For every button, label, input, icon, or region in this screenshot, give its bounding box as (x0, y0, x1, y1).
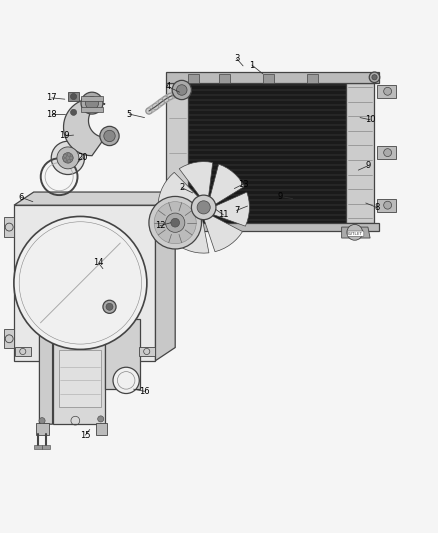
Text: 16: 16 (139, 387, 150, 396)
Circle shape (85, 96, 99, 110)
Polygon shape (39, 310, 53, 424)
Text: 5: 5 (127, 110, 132, 118)
Polygon shape (81, 107, 103, 112)
Polygon shape (377, 146, 396, 159)
Polygon shape (377, 85, 396, 98)
Polygon shape (53, 310, 105, 424)
Polygon shape (158, 172, 199, 204)
Circle shape (71, 93, 77, 100)
Circle shape (113, 367, 139, 393)
Circle shape (384, 201, 392, 209)
Polygon shape (188, 83, 346, 223)
Polygon shape (36, 423, 49, 435)
Polygon shape (4, 217, 14, 237)
Text: 4: 4 (166, 83, 171, 92)
Polygon shape (34, 445, 42, 449)
Text: 6: 6 (18, 193, 24, 202)
Text: 15: 15 (80, 431, 91, 440)
Text: 14: 14 (93, 259, 104, 268)
Polygon shape (166, 223, 379, 231)
Text: 9: 9 (365, 161, 371, 170)
Circle shape (191, 195, 216, 220)
Text: 10: 10 (365, 115, 375, 124)
Text: 9: 9 (278, 192, 283, 201)
Polygon shape (14, 205, 155, 361)
Circle shape (81, 92, 103, 114)
Polygon shape (15, 346, 31, 356)
Text: 20: 20 (77, 154, 88, 163)
Polygon shape (53, 302, 127, 336)
Circle shape (14, 216, 147, 350)
Circle shape (39, 418, 45, 424)
Circle shape (71, 109, 77, 115)
Circle shape (100, 126, 119, 146)
Polygon shape (155, 192, 175, 361)
Polygon shape (105, 319, 140, 389)
Text: 12: 12 (155, 221, 165, 230)
Circle shape (149, 197, 201, 249)
Circle shape (103, 300, 116, 313)
Polygon shape (166, 71, 379, 83)
Polygon shape (139, 346, 155, 356)
Text: 17: 17 (46, 93, 57, 102)
Circle shape (197, 201, 210, 214)
Polygon shape (346, 83, 374, 223)
Text: 13: 13 (238, 180, 248, 189)
Polygon shape (342, 227, 370, 238)
Circle shape (384, 149, 392, 157)
Circle shape (372, 75, 377, 80)
Polygon shape (96, 423, 107, 435)
Polygon shape (219, 74, 230, 83)
Circle shape (171, 219, 180, 227)
Circle shape (369, 72, 380, 83)
Circle shape (98, 416, 104, 422)
Text: 8: 8 (374, 203, 379, 212)
Polygon shape (307, 74, 318, 83)
Polygon shape (158, 205, 194, 240)
Circle shape (104, 130, 115, 142)
Text: 11: 11 (218, 211, 229, 219)
Text: 19: 19 (60, 132, 70, 141)
Polygon shape (68, 92, 79, 101)
Text: 1: 1 (249, 61, 254, 69)
Text: 3: 3 (234, 54, 239, 63)
Text: 7: 7 (234, 206, 239, 215)
Circle shape (177, 85, 187, 95)
Circle shape (106, 303, 113, 310)
Circle shape (57, 147, 79, 169)
Polygon shape (263, 74, 274, 83)
Circle shape (172, 80, 191, 100)
Polygon shape (210, 164, 244, 205)
Text: 2: 2 (179, 183, 184, 192)
Circle shape (63, 152, 73, 163)
Circle shape (166, 213, 185, 232)
Circle shape (384, 87, 392, 95)
Polygon shape (179, 161, 213, 198)
Polygon shape (59, 350, 101, 407)
Polygon shape (4, 329, 14, 349)
Polygon shape (81, 96, 103, 101)
Polygon shape (64, 99, 105, 156)
Polygon shape (42, 445, 50, 449)
Circle shape (347, 224, 363, 240)
Polygon shape (14, 192, 175, 205)
Circle shape (154, 201, 196, 244)
Text: OUTLET: OUTLET (348, 232, 363, 236)
Text: 18: 18 (46, 110, 57, 118)
Polygon shape (377, 199, 396, 212)
Polygon shape (188, 74, 199, 83)
Polygon shape (204, 215, 243, 252)
Circle shape (51, 141, 85, 174)
Polygon shape (176, 214, 209, 253)
Polygon shape (212, 192, 249, 226)
Polygon shape (166, 83, 188, 223)
